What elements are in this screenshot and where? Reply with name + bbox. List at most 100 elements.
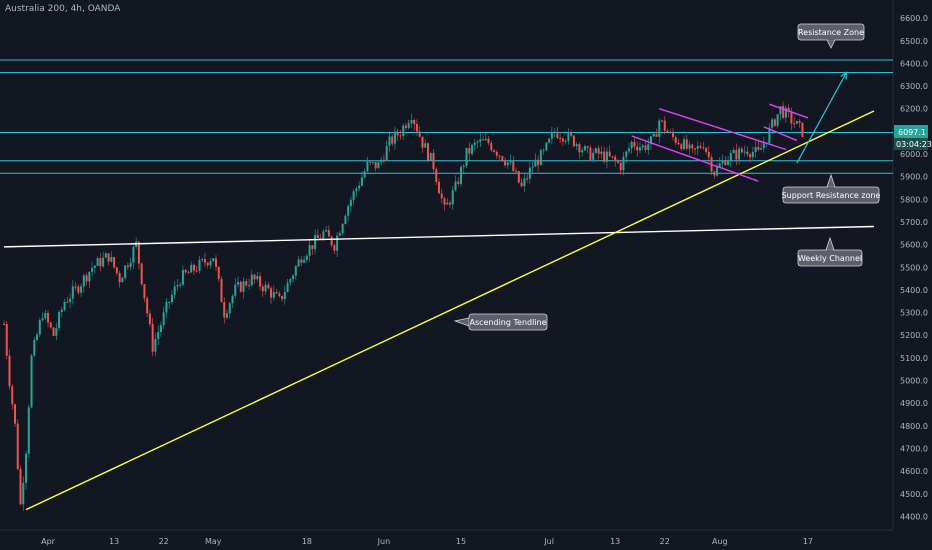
candle-body: [504, 161, 507, 166]
candle-body: [724, 160, 727, 165]
candle-body: [44, 313, 47, 319]
candle-body: [272, 292, 275, 298]
candle-body: [270, 288, 273, 298]
y-tick-label: 6300.0: [900, 82, 928, 91]
candle-body: [746, 151, 749, 155]
candle-body: [721, 160, 724, 164]
candle-body: [239, 281, 242, 292]
candle-body: [578, 144, 581, 153]
ascending-tendline-callout-box: [468, 313, 548, 331]
candle-body: [322, 231, 325, 239]
candle-body: [294, 266, 297, 276]
candle-body: [440, 193, 443, 199]
candle-body: [115, 267, 118, 274]
projection-arrow-line: [796, 72, 847, 164]
y-tick-label: 5400.0: [900, 286, 928, 295]
candle-body: [209, 261, 212, 266]
candle-body: [407, 123, 410, 128]
candle-body: [347, 206, 350, 216]
candle-body: [757, 146, 760, 150]
candle-body: [66, 301, 69, 303]
candle-body: [385, 145, 388, 161]
candle-body: [248, 285, 251, 287]
candle-body: [36, 334, 39, 340]
candle-body: [713, 171, 716, 176]
candle-body: [217, 266, 220, 279]
candle-body: [680, 144, 683, 150]
candle-body: [382, 159, 385, 161]
candle-body: [773, 119, 776, 126]
candle-body: [143, 284, 146, 299]
y-tick-label: 6600.0: [900, 14, 928, 23]
candle-body: [666, 130, 669, 133]
x-tick-label: Aug: [712, 537, 728, 546]
ascending-tendline-callout[interactable]: Ascending Tendline: [453, 313, 548, 331]
candle-body: [126, 265, 129, 267]
candle-body: [253, 274, 256, 280]
candle-body: [88, 271, 91, 282]
y-tick-label: 4500.0: [900, 490, 928, 499]
candle-body: [787, 107, 790, 112]
candle-body: [371, 161, 374, 163]
candle-body: [195, 270, 198, 272]
x-tick-label: 22: [660, 537, 670, 546]
candle-body: [638, 147, 641, 151]
candle-body: [476, 141, 479, 143]
candle-body: [801, 122, 804, 137]
candle-body: [611, 156, 614, 158]
candle-body: [702, 147, 705, 149]
candle-body: [531, 166, 534, 168]
candle-body: [102, 257, 105, 267]
weekly-channel-line: [3, 225, 875, 248]
candle-body: [336, 235, 339, 251]
candle-body: [223, 302, 226, 318]
flag-channel-line: [769, 103, 809, 119]
candle-body: [619, 162, 622, 171]
candle-body: [616, 160, 619, 163]
support-resistance-callout-seam: [827, 186, 835, 189]
candle-body: [432, 152, 435, 170]
candle-body: [473, 142, 476, 145]
x-tick-label: 22: [159, 537, 169, 546]
candle-body: [462, 165, 465, 167]
candle-body: [41, 318, 44, 321]
candle-body: [465, 147, 468, 166]
candle-body: [80, 286, 83, 293]
candle-body: [184, 270, 187, 273]
candle-body: [498, 155, 501, 157]
candle-body: [691, 144, 694, 149]
candle-body: [358, 185, 361, 189]
candle-body: [162, 312, 165, 326]
candle-body: [429, 152, 432, 161]
candle-body: [586, 146, 589, 148]
weekly-channel-callout[interactable]: Weekly Channel: [797, 236, 863, 267]
candle-body: [446, 202, 449, 205]
candle-body: [99, 258, 102, 267]
x-tick-label: May: [205, 537, 222, 546]
support-resistance-callout[interactable]: Support Resistance zone: [782, 173, 881, 204]
y-tick-label: 4600.0: [900, 467, 928, 476]
candle-body: [454, 181, 457, 191]
candle-body: [597, 148, 600, 154]
candle-body: [685, 139, 688, 149]
ascending-tendline-callout-label: Ascending Tendline: [469, 318, 546, 327]
candle-body: [58, 312, 61, 328]
support-resistance-callout-box: [782, 186, 880, 204]
y-tick-label: 5100.0: [900, 354, 928, 363]
candle-body: [264, 284, 267, 292]
resistance-zone-callout[interactable]: Resistance Zone: [797, 23, 865, 49]
candle-body: [652, 133, 655, 137]
candle-body: [283, 291, 286, 300]
candle-body: [113, 257, 116, 268]
candle-body: [449, 202, 452, 205]
candle-body: [421, 136, 424, 148]
candle-body: [396, 131, 399, 136]
candle-body: [366, 161, 369, 172]
candle-body: [669, 132, 672, 134]
candle-body: [471, 144, 474, 154]
resistance-zone-callout-label: Resistance Zone: [798, 28, 864, 37]
candle-body: [570, 132, 573, 136]
candle-body: [11, 386, 14, 405]
candle-body: [658, 120, 661, 137]
